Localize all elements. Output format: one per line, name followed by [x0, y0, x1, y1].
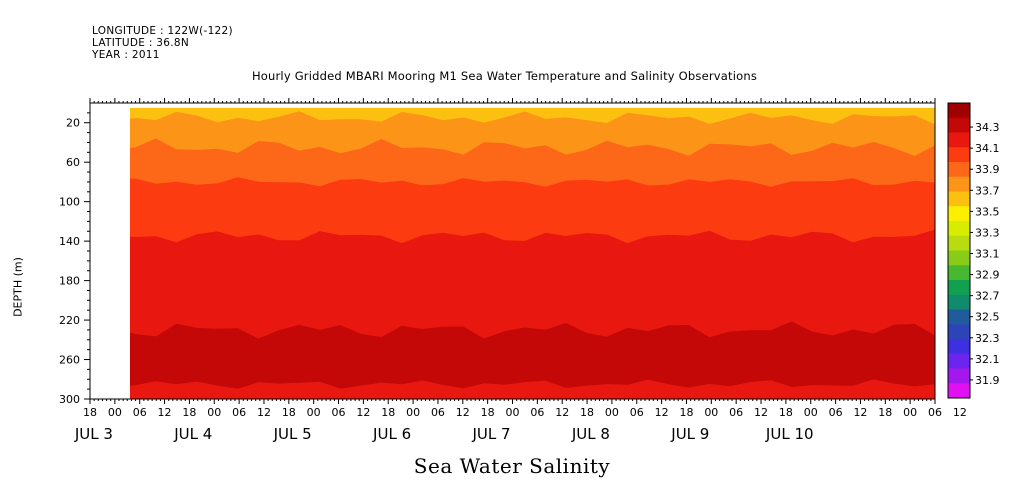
x-tick-label: 12	[356, 406, 370, 419]
x-tick-label: 18	[679, 406, 693, 419]
x-tick-label: 06	[133, 406, 147, 419]
colorbar-swatch	[948, 117, 970, 133]
x-tick-label: 00	[307, 406, 321, 419]
colorbar-label: 34.3	[975, 121, 1000, 134]
colorbar-label: 32.9	[975, 269, 1000, 282]
colorbar-swatch	[948, 162, 970, 178]
y-tick-label: 140	[59, 235, 80, 248]
colorbar-label: 33.1	[975, 248, 1000, 261]
x-day-label: JUL 3	[74, 425, 113, 443]
x-tick-label: 12	[655, 406, 669, 419]
colorbar-label: 34.1	[975, 142, 1000, 155]
y-tick-label: 60	[66, 156, 80, 169]
x-day-label: JUL 5	[273, 425, 312, 443]
salinity-layer-6	[130, 379, 935, 399]
x-tick-label: 12	[853, 406, 867, 419]
x-tick-label: 00	[903, 406, 917, 419]
x-tick-label: 18	[282, 406, 296, 419]
colorbar-label: 33.5	[975, 205, 1000, 218]
colorbar-swatch	[948, 147, 970, 163]
x-tick-label: 18	[580, 406, 594, 419]
colorbar-label: 32.1	[975, 353, 1000, 366]
salinity-layers	[130, 107, 935, 399]
x-tick-label: 12	[555, 406, 569, 419]
x-tick-label: 18	[779, 406, 793, 419]
x-day-label: JUL 4	[173, 425, 212, 443]
x-tick-label: 12	[953, 406, 967, 419]
colorbar-frame	[947, 102, 971, 399]
y-tick-label: 220	[59, 314, 80, 327]
x-axis: 18 00 06 12 18 00 06 12 18 00 06 12 18 00 06 12 18 00 06 12…	[74, 98, 967, 443]
y-tick-label: 20	[66, 117, 80, 130]
colorbar-swatch	[948, 235, 970, 251]
x-tick-label: 00	[704, 406, 718, 419]
x-tick-label: 00	[506, 406, 520, 419]
x-tick-label: 12	[456, 406, 470, 419]
year-label: YEAR : 2011	[92, 49, 160, 61]
x-tick-label: 00	[804, 406, 818, 419]
x-day-label: JUL 8	[571, 425, 610, 443]
x-tick-label: 18	[381, 406, 395, 419]
colorbar-label: 32.3	[975, 332, 1000, 345]
x-tick-label: 12	[754, 406, 768, 419]
colorbar-swatch	[948, 383, 970, 399]
x-tick-label: 06	[829, 406, 843, 419]
x-tick-label: 06	[530, 406, 544, 419]
colorbar-swatch	[948, 206, 970, 222]
colorbar-swatch	[948, 132, 970, 148]
colorbar-swatch	[948, 221, 970, 237]
x-day-label: JUL 6	[372, 425, 411, 443]
x-tick-label: 06	[232, 406, 246, 419]
y-tick-label: 180	[59, 275, 80, 288]
x-day-label: JUL 10	[765, 425, 814, 443]
latitude-label: LATITUDE : 36.8N	[92, 37, 190, 49]
longitude-label: LONGITUDE : 122W(-122)	[92, 25, 233, 37]
colorbar-swatch	[948, 324, 970, 340]
x-axis-title: Sea Water Salinity	[413, 454, 611, 478]
x-tick-label: 18	[83, 406, 97, 419]
y-axis: 20 60 100 140 180 220 260 300	[59, 112, 90, 406]
x-tick-label: 00	[207, 406, 221, 419]
colorbar-label: 33.9	[975, 163, 1000, 176]
x-tick-label: 06	[332, 406, 346, 419]
x-tick-label: 00	[605, 406, 619, 419]
colorbar-label: 32.5	[975, 311, 1000, 324]
x-tick-label: 12	[158, 406, 172, 419]
colorbar-swatch	[948, 265, 970, 281]
x-tick-label: 00	[108, 406, 122, 419]
colorbar-label: 32.7	[975, 290, 1000, 303]
x-tick-label: 06	[928, 406, 942, 419]
colorbar-label: 33.7	[975, 184, 1000, 197]
x-tick-label: 18	[481, 406, 495, 419]
x-tick-label: 12	[257, 406, 271, 419]
colorbar-swatch	[948, 339, 970, 355]
x-tick-label: 18	[182, 406, 196, 419]
y-tick-label: 260	[59, 354, 80, 367]
x-tick-label: 00	[406, 406, 420, 419]
x-tick-label: 06	[431, 406, 445, 419]
colorbar-swatch	[948, 103, 970, 119]
colorbar-swatch	[948, 250, 970, 266]
y-tick-label: 100	[59, 196, 80, 209]
colorbar-swatch	[948, 294, 970, 310]
x-tick-label: 06	[630, 406, 644, 419]
x-day-label: JUL 7	[471, 425, 510, 443]
y-tick-label: 300	[59, 393, 80, 406]
colorbar-swatch	[948, 176, 970, 192]
colorbar-label: 31.9	[975, 374, 1000, 387]
colorbar-swatch	[948, 280, 970, 296]
chart-title: Hourly Gridded MBARI Mooring M1 Sea Wate…	[251, 69, 758, 83]
colorbar-swatch	[948, 353, 970, 369]
colorbar-swatch	[948, 309, 970, 325]
colorbar-label: 33.3	[975, 226, 1000, 239]
x-tick-label: 06	[729, 406, 743, 419]
colorbar: 34.3 34.1 33.9 33.7 33.5 33.3 33.1 32.9 32.7 32.5…	[947, 102, 1000, 399]
x-day-label: JUL 9	[670, 425, 709, 443]
salinity-layer-5	[130, 321, 935, 399]
x-tick-label: 18	[878, 406, 892, 419]
colorbar-swatch	[948, 191, 970, 207]
colorbar-swatch	[948, 368, 970, 384]
